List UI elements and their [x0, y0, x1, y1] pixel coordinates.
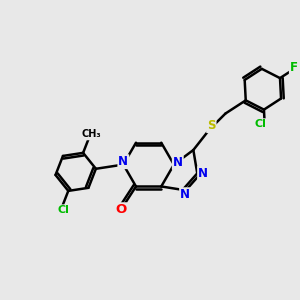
- Text: Cl: Cl: [58, 205, 70, 215]
- Text: S: S: [207, 119, 216, 132]
- Text: O: O: [115, 203, 127, 216]
- Text: Cl: Cl: [255, 119, 267, 129]
- Text: F: F: [290, 61, 298, 74]
- Text: CH₃: CH₃: [81, 130, 101, 140]
- Text: N: N: [173, 156, 183, 169]
- Text: N: N: [198, 167, 208, 180]
- Text: N: N: [180, 188, 190, 201]
- Text: N: N: [118, 155, 128, 168]
